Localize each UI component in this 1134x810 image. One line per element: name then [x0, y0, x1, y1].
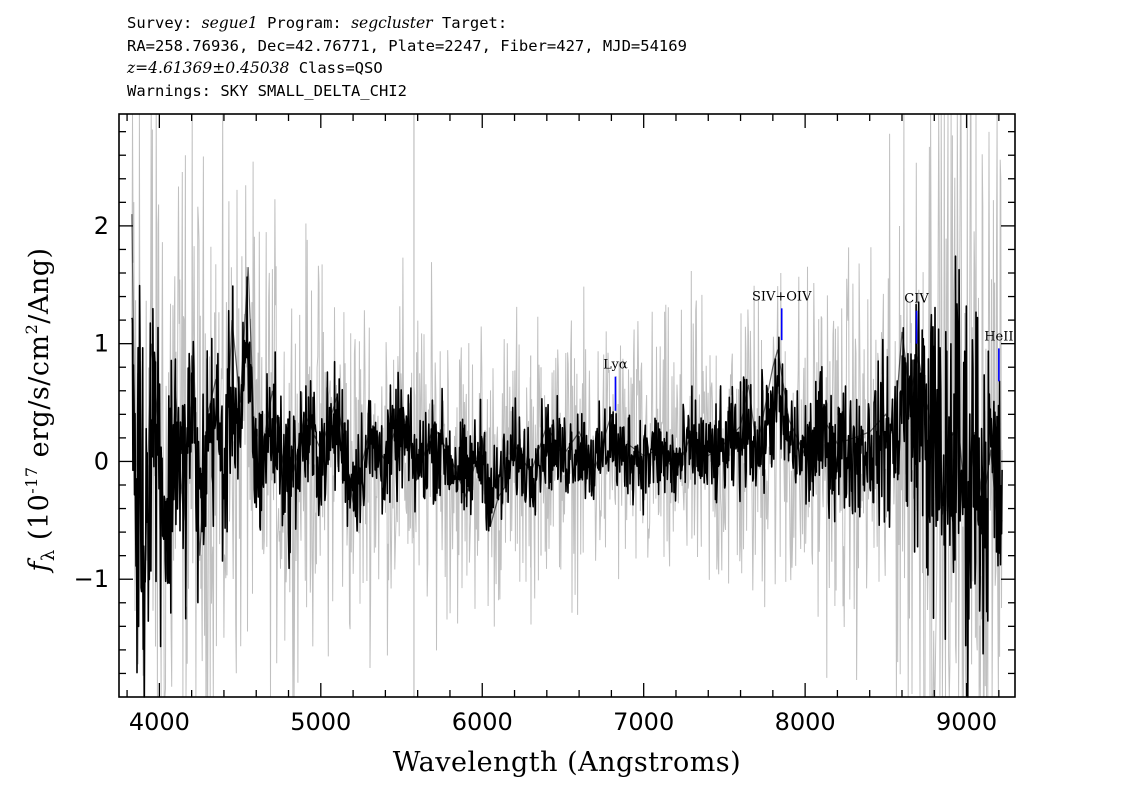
y-tick-label: 2: [94, 212, 109, 240]
emission-line-label: SIV+OIV: [752, 289, 812, 304]
redshift-value: z=4.61369±0.45038: [127, 59, 290, 77]
y-tick-label: 0: [94, 447, 109, 475]
emission-lines-layer: Lyα SIV+OIV CIV HeII: [603, 289, 1014, 411]
error-band-layer: [131, 113, 1003, 698]
x-axis-label: Wavelength (Angstroms): [393, 747, 741, 778]
program-label: Program:: [267, 14, 342, 32]
class-value: Class=QSO: [298, 59, 383, 77]
spectrum-header: Survey: segue1 Program: segcluster Targe…: [127, 12, 687, 102]
survey-label: Survey:: [127, 14, 193, 32]
survey-value: segue1: [201, 14, 258, 32]
x-tick-label: 6000: [452, 708, 513, 736]
x-tick-label: 8000: [775, 708, 836, 736]
target-label: Target:: [441, 14, 508, 32]
emission-line-label: CIV: [904, 292, 929, 307]
y-axis-label: fλ (10-17 erg/s/cm2/Ang): [22, 247, 59, 573]
x-tick-label: 7000: [613, 708, 674, 736]
header-line-survey: Survey: segue1 Program: segcluster Targe…: [127, 12, 687, 35]
x-tick-label: 5000: [290, 708, 351, 736]
y-tick-label: −1: [74, 565, 109, 593]
error-band: [131, 113, 1003, 698]
x-tick-label: 9000: [936, 708, 997, 736]
ticks-layer: 4000 5000 6000 7000 8000 9000 −1 0 1 2: [74, 114, 1015, 736]
header-line-redshift: z=4.61369±0.45038 Class=QSO: [127, 57, 687, 80]
flux-line: [131, 255, 1003, 698]
flux-layer: [131, 214, 1003, 698]
emission-line-label: HeII: [984, 329, 1013, 344]
program-value: segcluster: [351, 14, 433, 32]
plot-frame: [118, 113, 1016, 698]
flux-peaks: [131, 214, 1003, 639]
header-line-coords: RA=258.76936, Dec=42.76771, Plate=2247, …: [127, 36, 687, 55]
x-tick-label: 4000: [129, 708, 190, 736]
emission-line-label: Lyα: [603, 358, 628, 373]
header-line-warnings: Warnings: SKY SMALL_DELTA_CHI2: [127, 81, 407, 100]
y-tick-label: 1: [94, 330, 109, 358]
